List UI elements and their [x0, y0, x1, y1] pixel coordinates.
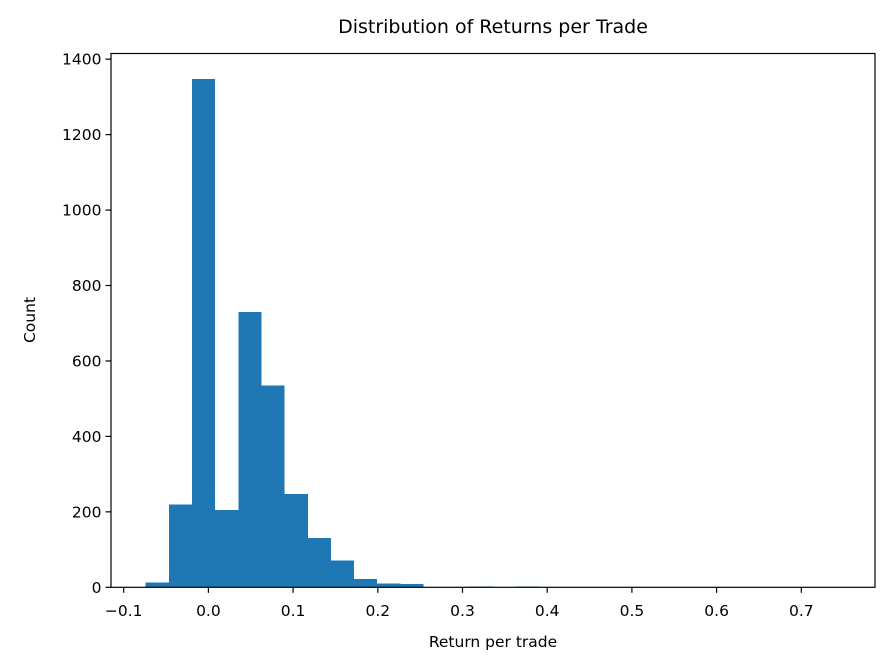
histogram-bar [284, 494, 308, 588]
x-tick-label: 0.6 [704, 602, 729, 620]
histogram-bar [261, 385, 285, 588]
histogram-bar [145, 582, 169, 588]
y-tick-label: 1000 [62, 202, 101, 220]
histogram-bar [354, 579, 378, 588]
chart-title: Distribution of Returns per Trade [338, 16, 648, 38]
histogram-bar [377, 583, 401, 588]
y-tick-label: 800 [72, 277, 102, 295]
histogram-bar [168, 504, 193, 588]
x-tick-label: 0.4 [535, 602, 560, 620]
axes: −0.1 0.0 0.1 0.2 0.3 0.4 0.5 0.6 0.7 0 200 400 600 80… [62, 51, 876, 620]
histogram-bar [238, 311, 262, 588]
x-tick-label: 0.5 [620, 602, 645, 620]
x-tick-label: −0.1 [105, 602, 143, 620]
histogram-bar [400, 583, 424, 588]
x-tick-label: 0.1 [281, 602, 306, 620]
y-tick-label: 1400 [62, 51, 101, 69]
x-tick-label: 0.0 [196, 602, 221, 620]
plot-area-border [110, 52, 876, 588]
x-tick-label: 0.2 [365, 602, 390, 620]
y-tick-label: 400 [72, 428, 102, 446]
histogram-bar [215, 509, 239, 588]
y-tick-label: 200 [72, 503, 102, 521]
y-tick-label: 0 [92, 579, 102, 597]
x-axis-label: Return per trade [428, 633, 558, 651]
histogram-bars [145, 79, 841, 588]
x-tick-label: 0.7 [789, 602, 814, 620]
y-tick-label: 600 [72, 352, 102, 370]
histogram-bar [192, 79, 216, 588]
x-tick-label: 0.3 [450, 602, 475, 620]
y-axis-label: Count [21, 296, 39, 344]
y-tick-label: 1200 [62, 126, 101, 144]
histogram-bar [330, 560, 355, 588]
histogram-bar [307, 537, 331, 588]
